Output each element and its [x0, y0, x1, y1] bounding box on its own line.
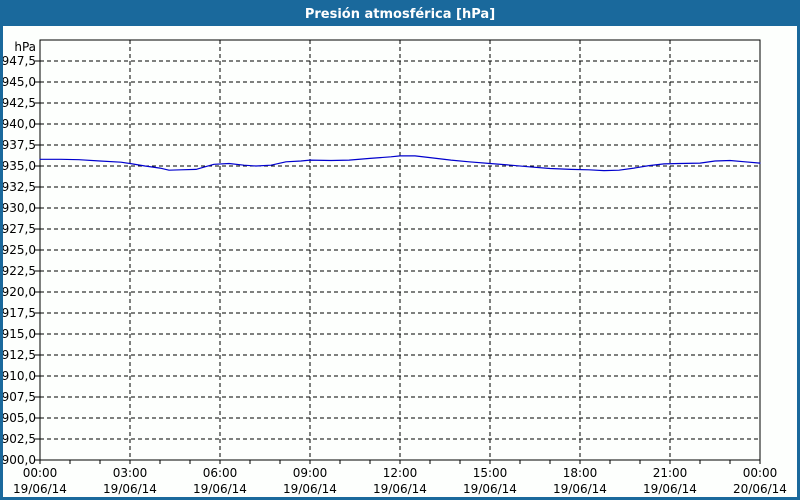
x-tick-date-label: 19/06/14: [103, 482, 157, 496]
y-tick-label: 945,0: [2, 75, 36, 89]
x-tick-date-label: 19/06/14: [13, 482, 67, 496]
y-tick-label: 907,5: [2, 390, 36, 404]
x-tick-time-label: 03:00: [113, 466, 148, 480]
x-tick-time-label: 00:00: [23, 466, 58, 480]
y-tick-label: 900,0: [2, 453, 36, 467]
y-tick-label: 942,5: [2, 96, 36, 110]
title-bar: [0, 0, 800, 26]
x-tick-time-label: 09:00: [293, 466, 328, 480]
pressure-line: [39, 155, 761, 172]
y-tick-label: 930,0: [2, 201, 36, 215]
y-tick-label: 940,0: [2, 117, 36, 131]
x-tick-date-label: 19/06/14: [283, 482, 337, 496]
x-tick-time-label: 06:00: [203, 466, 238, 480]
x-axis-ticks: [39, 460, 761, 464]
x-tick-date-label: 19/06/14: [553, 482, 607, 496]
y-tick-label: 922,5: [2, 264, 36, 278]
y-tick-label: 917,5: [2, 306, 36, 320]
x-tick-time-label: 21:00: [653, 466, 688, 480]
y-tick-label: 935,0: [2, 159, 36, 173]
y-tick-label: 937,5: [2, 138, 36, 152]
y-tick-label: 915,0: [2, 327, 36, 341]
y-axis-labels: 947,5 945,0 942,5 940,0 937,5 935,0 932,5 930,0…: [2, 54, 36, 467]
y-tick-label: 905,0: [2, 411, 36, 425]
x-tick-time-label: 12:00: [383, 466, 418, 480]
chart-title: Presión atmosférica [hPa]: [305, 7, 495, 22]
x-tick-date-label: 19/06/14: [193, 482, 247, 496]
x-tick-date-label: 19/06/14: [373, 482, 427, 496]
x-tick-time-label: 15:00: [473, 466, 508, 480]
y-axis-ticks: [35, 60, 40, 461]
x-tick-date-label: 19/06/14: [463, 482, 517, 496]
x-tick-date-label: 19/06/14: [643, 482, 697, 496]
y-tick-label: 910,0: [2, 369, 36, 383]
y-tick-label: 902,5: [2, 432, 36, 446]
x-axis-labels: 00:00 19/06/14 03:00 19/06/14 06:00 19/06/14 0…: [13, 466, 787, 496]
x-tick-time-label: 18:00: [563, 466, 598, 480]
y-tick-label: 947,5: [2, 54, 36, 68]
y-axis-unit-label: hPa: [14, 40, 36, 54]
x-tick-date-label: 20/06/14: [733, 482, 787, 496]
y-tick-label: 932,5: [2, 180, 36, 194]
y-tick-label: 927,5: [2, 222, 36, 236]
y-tick-label: 912,5: [2, 348, 36, 362]
y-tick-label: 925,0: [2, 243, 36, 257]
vertical-gridlines: [129, 40, 671, 460]
y-tick-label: 920,0: [2, 285, 36, 299]
x-tick-time-label: 00:00: [743, 466, 778, 480]
